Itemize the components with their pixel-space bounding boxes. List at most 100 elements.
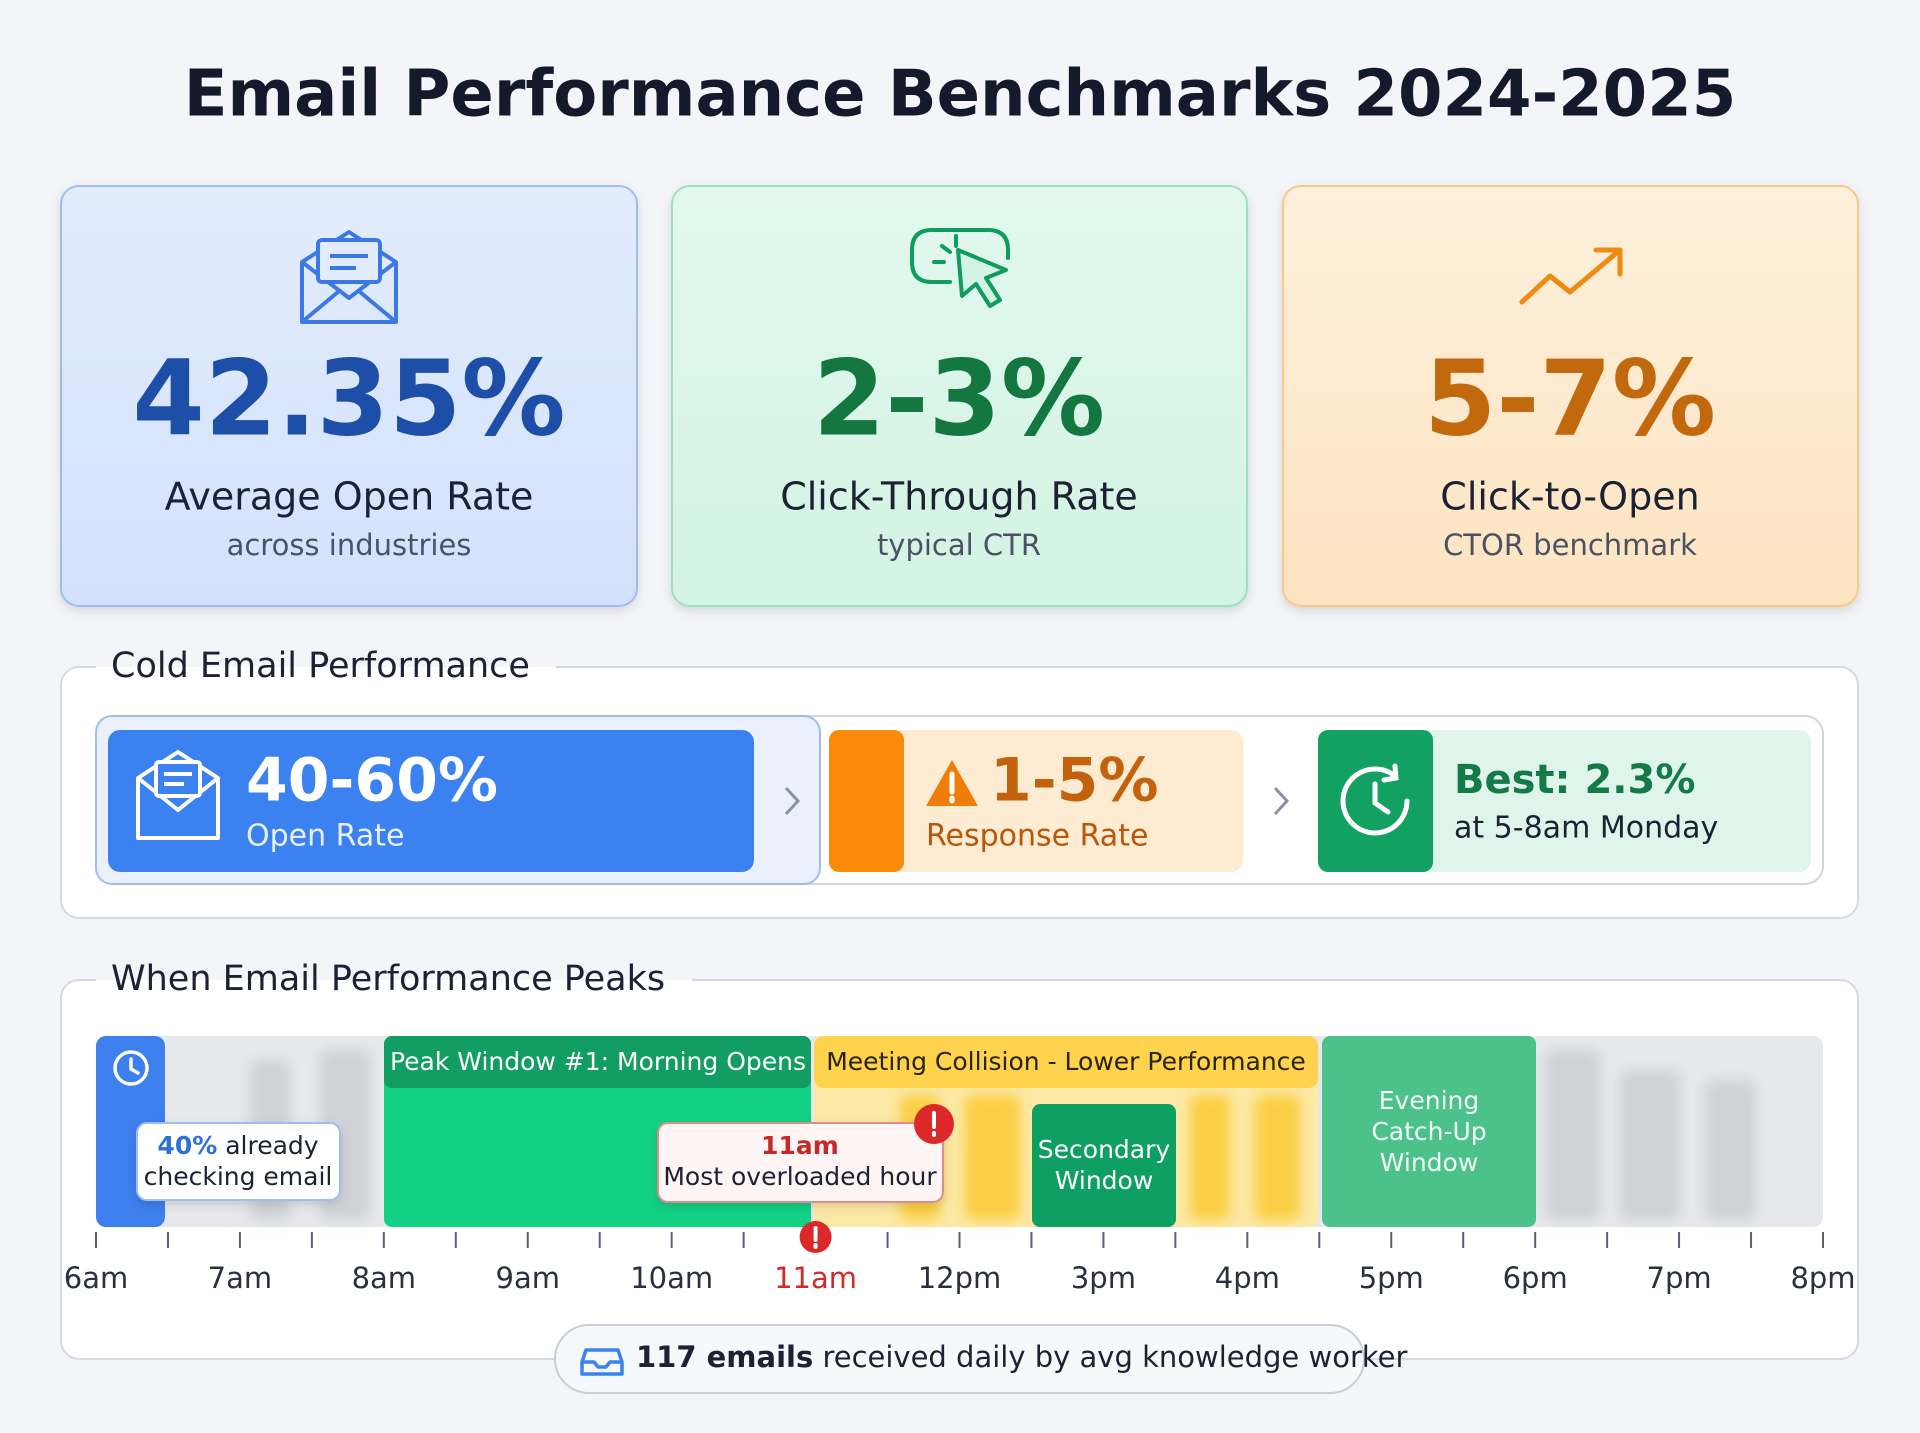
icon-part [956,248,1008,308]
callout-time: 11am [761,1131,839,1160]
hour-label: 7pm [1647,1261,1712,1295]
metric-value: 1-5% [990,746,1159,816]
icon-part [164,772,192,786]
clock-icon [1340,763,1410,836]
hour-label: 8pm [1790,1261,1855,1295]
icon-part [113,1050,149,1086]
window-label: Window [1380,1148,1479,1177]
icon-part [316,238,382,284]
icon-part [910,228,1010,284]
icon-part [1255,1095,1300,1220]
click-icon [910,228,1010,308]
card-bg [60,185,638,607]
response-box [829,730,1243,872]
callout-text: 40% already [157,1131,318,1160]
callout-rest: already [225,1131,319,1160]
evening-band [1322,1036,1536,1227]
footer-text: 117 emails received daily by avg knowled… [636,1340,1407,1374]
response-accent [829,730,904,872]
hour-label: 4pm [1215,1261,1280,1295]
window-label: Peak Window #1: Morning Opens [390,1047,806,1076]
icon-part [136,776,220,812]
icon-part [300,230,398,324]
hour-label: 9am [496,1261,560,1295]
window-label: Catch-Up [1371,1117,1486,1146]
icon-part [1705,1080,1755,1220]
timeline-section: When Email Performance Peaks Peak Window… [60,959,1859,1360]
window-label: Evening [1379,1086,1479,1115]
icon-part [1372,781,1391,815]
icon-part [932,234,958,264]
hour-label: 6am [64,1261,128,1295]
window-label: Window [1055,1166,1154,1195]
envelope-icon [136,750,220,840]
card-sub: CTOR benchmark [1443,528,1697,562]
warning-icon [926,760,978,806]
card-sub: typical CTR [877,528,1041,562]
window-label: Secondary [1038,1135,1171,1164]
hour-label: 11am [774,1261,857,1295]
stat-card: 42.35% Average Open Rate across industri… [60,185,638,607]
callout-highlight: 40% [157,1131,217,1160]
metric-value: Best: 2.3% [1454,757,1695,803]
trend-icon [1519,247,1623,305]
track-blur [250,1050,1755,1220]
cold-email-section: Cold Email Performance 40-60% Open Rate … [60,646,1859,919]
hour-label: 7am [208,1261,272,1295]
clock-icon [113,1050,149,1086]
pill-bg [554,1324,1365,1394]
hour-label: 3pm [1071,1261,1136,1295]
icon-part [1620,1070,1680,1220]
icon-part [300,290,398,324]
icon-part [330,254,368,270]
callout-box [136,1122,341,1201]
section-heading: Cold Email Performance [111,646,530,686]
chevron [784,786,801,816]
callout-box [657,1122,944,1203]
inbox-icon [580,1348,624,1376]
envelope-icon [300,230,398,324]
collision-header [814,1036,1318,1088]
metric-label: Open Rate [246,819,404,854]
hour-label: 10am [630,1261,713,1295]
heading-gap [96,667,556,687]
peak-header [384,1036,811,1088]
stat-card: 5-7% Click-to-Open CTOR benchmark [1282,185,1859,607]
card-label: Click-Through Rate [780,475,1138,519]
hour-label: 5pm [1359,1261,1424,1295]
icon-part [1190,1095,1230,1220]
icon-part [1593,247,1623,277]
hour-label: 6pm [1503,1261,1568,1295]
stat-card: 2-3% Click-Through Rate typical CTR [671,185,1248,607]
icon-part [965,1095,1020,1220]
secondary-band [1032,1104,1176,1227]
chevron [1273,786,1290,816]
card-value: 5-7% [1424,337,1716,459]
card-label: Click-to-Open [1440,475,1699,519]
card-value: 42.35% [132,337,565,459]
icon-part [154,760,202,798]
card-label: Average Open Rate [165,475,534,519]
hour-label: 8am [352,1261,416,1295]
footer-pill: 117 emails received daily by avg knowled… [554,1324,1407,1394]
page-title: Email Performance Benchmarks 2024-2025 [184,58,1737,132]
hour-label: 12pm [918,1261,1002,1295]
footer-rest: received daily by avg knowledge worker [822,1340,1407,1374]
metric-label: at 5-8am Monday [1454,811,1718,846]
icon-part [129,1057,140,1075]
open-box [108,730,754,872]
metric-label: Response Rate [926,819,1148,854]
card-bg [1282,185,1859,607]
window-label: Meeting Collision - Lower Performance [826,1047,1306,1076]
icon-part [582,1360,622,1369]
icon-part [1545,1050,1600,1220]
heading-gap [96,980,692,1000]
icon-part [1340,766,1410,836]
footer-highlight: 117 emails [636,1340,813,1374]
card-value: 2-3% [813,337,1105,459]
section-heading: When Email Performance Peaks [111,959,665,999]
callout-text: Most overloaded hour [663,1162,937,1191]
metric-value: 40-60% [246,746,498,816]
icon-part [1381,763,1399,783]
card-sub: across industries [227,528,472,562]
